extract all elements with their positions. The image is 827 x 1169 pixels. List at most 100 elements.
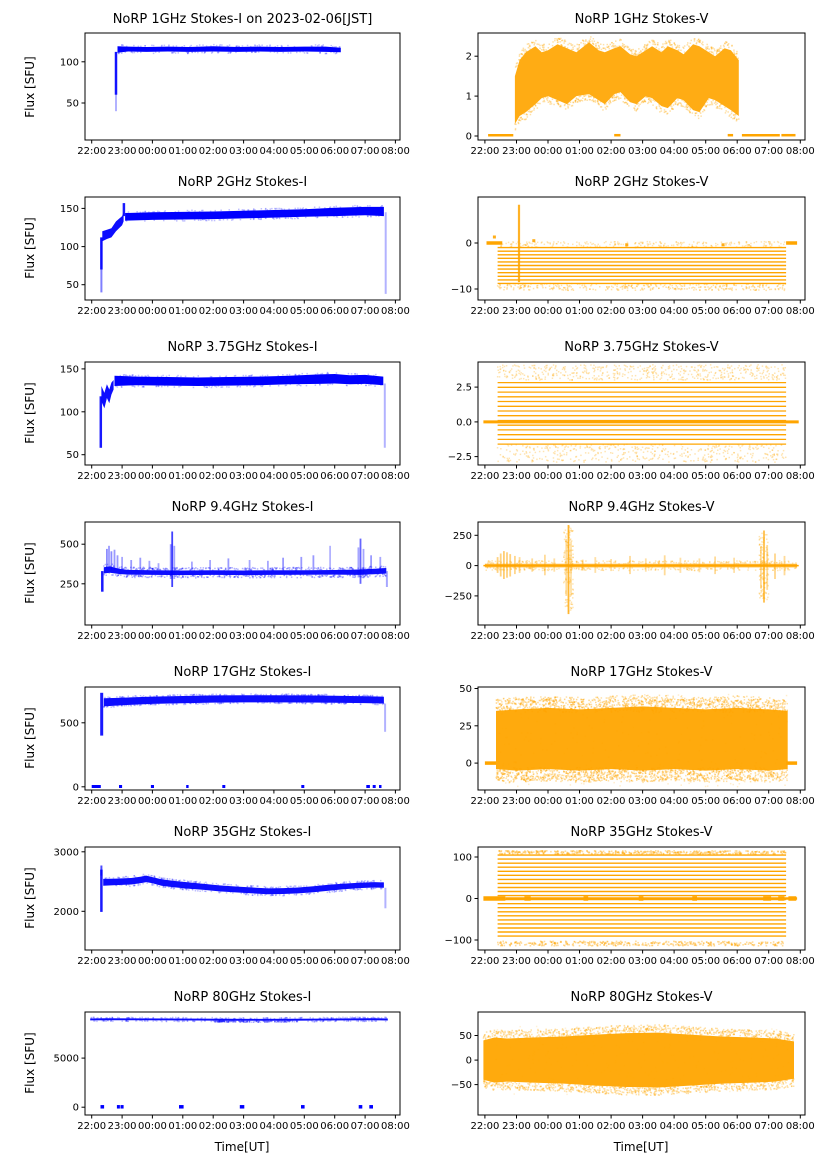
svg-text:07:00: 07:00	[351, 306, 380, 317]
subplot-35ghz-stokes-i: 22:00 23:00 00:00 01:00 02:00 03:00 04:00 05:00…	[0, 820, 413, 985]
svg-text:01:00: 01:00	[168, 471, 197, 482]
subplot-3.75ghz-stokes-v: 22:00 23:00 00:00 01:00 02:00 03:00 04:00 05:00…	[414, 335, 827, 495]
svg-text:07:00: 07:00	[351, 471, 380, 482]
subplot-80ghz-stokes-i: 22:00 23:00 00:00 01:00 02:00 03:00 04:00 05:00…	[0, 985, 413, 1169]
subplot-17ghz-stokes-i: 22:00 23:00 00:00 01:00 02:00 03:00 04:00 05:00…	[0, 660, 413, 820]
plot-title: NoRP 17GHz Stokes-I	[173, 665, 312, 680]
svg-text:02:00: 02:00	[597, 631, 626, 642]
plot-title: NoRP 3.75GHz Stokes-I	[167, 340, 318, 355]
svg-text:03:00: 03:00	[229, 796, 258, 807]
svg-text:22:00: 22:00	[77, 796, 106, 807]
plot-title: NoRP 35GHz Stokes-V	[570, 825, 713, 840]
plot-canvas-17ghz-stokes-i: 22:00 23:00 00:00 01:00 02:00 03:00 04:00 05:00…	[60, 686, 410, 807]
y-axis-label: Flux [SFU]	[23, 217, 37, 279]
svg-text:08:00: 08:00	[381, 306, 410, 317]
svg-text:50: 50	[66, 99, 79, 110]
svg-text:−2.5: −2.5	[448, 452, 472, 463]
svg-text:100: 100	[60, 57, 79, 68]
subplot-1ghz-stokes-i: 22:00 23:00 00:00 01:00 02:00 03:00 04:00 05:00…	[0, 0, 413, 170]
svg-text:06:00: 06:00	[320, 306, 349, 317]
svg-text:01:00: 01:00	[565, 631, 594, 642]
svg-text:06:00: 06:00	[723, 146, 752, 157]
svg-text:04:00: 04:00	[259, 306, 288, 317]
svg-text:06:00: 06:00	[320, 471, 349, 482]
svg-text:500: 500	[60, 718, 79, 729]
svg-text:01:00: 01:00	[565, 146, 594, 157]
plot-canvas-1ghz-stokes-i: 22:00 23:00 00:00 01:00 02:00 03:00 04:00 05:00…	[60, 32, 410, 157]
svg-text:0: 0	[466, 132, 472, 143]
y-axis-label: Flux [SFU]	[23, 707, 37, 769]
svg-text:23:00: 23:00	[108, 146, 137, 157]
plot-canvas-2ghz-stokes-v: 22:00 23:00 00:00 01:00 02:00 03:00 04:00 05:00…	[451, 196, 815, 317]
svg-text:04:00: 04:00	[660, 146, 689, 157]
svg-text:00:00: 00:00	[534, 306, 563, 317]
y-axis-label: Flux [SFU]	[23, 382, 37, 444]
svg-text:05:00: 05:00	[691, 631, 720, 642]
svg-text:22:00: 22:00	[77, 631, 106, 642]
svg-text:03:00: 03:00	[628, 631, 657, 642]
svg-text:06:00: 06:00	[723, 471, 752, 482]
svg-text:04:00: 04:00	[660, 306, 689, 317]
svg-text:0.0: 0.0	[456, 417, 472, 428]
plot-title: NoRP 17GHz Stokes-V	[570, 665, 713, 680]
svg-text:05:00: 05:00	[290, 306, 319, 317]
plot-canvas-9.4ghz-stokes-i: 22:00 23:00 00:00 01:00 02:00 03:00 04:00 05:00…	[60, 521, 410, 642]
svg-text:08:00: 08:00	[786, 306, 815, 317]
svg-text:03:00: 03:00	[628, 471, 657, 482]
svg-text:23:00: 23:00	[502, 631, 531, 642]
svg-text:23:00: 23:00	[108, 471, 137, 482]
svg-text:00:00: 00:00	[138, 306, 167, 317]
svg-text:08:00: 08:00	[381, 796, 410, 807]
svg-text:04:00: 04:00	[259, 471, 288, 482]
svg-text:22:00: 22:00	[77, 306, 106, 317]
svg-text:08:00: 08:00	[381, 471, 410, 482]
svg-text:07:00: 07:00	[754, 146, 783, 157]
svg-text:01:00: 01:00	[168, 306, 197, 317]
svg-text:23:00: 23:00	[502, 146, 531, 157]
plot-title: NoRP 2GHz Stokes-I	[177, 175, 308, 190]
svg-text:1: 1	[466, 92, 472, 103]
svg-text:06:00: 06:00	[723, 631, 752, 642]
svg-text:0: 0	[466, 561, 472, 572]
svg-text:0: 0	[466, 239, 472, 250]
svg-text:08:00: 08:00	[786, 471, 815, 482]
svg-text:07:00: 07:00	[351, 146, 380, 157]
svg-text:07:00: 07:00	[754, 631, 783, 642]
svg-text:250: 250	[60, 579, 79, 590]
subplot-9.4ghz-stokes-v: 22:00 23:00 00:00 01:00 02:00 03:00 04:00 05:00…	[414, 495, 827, 660]
plot-title: NoRP 35GHz Stokes-I	[173, 825, 312, 840]
svg-text:2: 2	[466, 52, 472, 63]
svg-text:50: 50	[66, 280, 79, 291]
svg-text:22:00: 22:00	[470, 306, 499, 317]
subplot-2ghz-stokes-i: 22:00 23:00 00:00 01:00 02:00 03:00 04:00 05:00…	[0, 170, 413, 335]
y-axis-label: Flux [SFU]	[23, 1032, 37, 1094]
svg-text:02:00: 02:00	[199, 631, 228, 642]
svg-text:01:00: 01:00	[168, 631, 197, 642]
svg-text:02:00: 02:00	[597, 471, 626, 482]
svg-text:01:00: 01:00	[565, 306, 594, 317]
svg-text:00:00: 00:00	[138, 796, 167, 807]
plot-canvas-80ghz-stokes-i: 22:00 23:00 00:00 01:00 02:00 03:00 04:00 05:00…	[54, 1011, 410, 1132]
svg-text:23:00: 23:00	[108, 631, 137, 642]
svg-text:22:00: 22:00	[77, 471, 106, 482]
y-axis-label: Flux [SFU]	[23, 867, 37, 929]
svg-text:08:00: 08:00	[786, 146, 815, 157]
svg-text:22:00: 22:00	[470, 471, 499, 482]
subplot-1ghz-stokes-v: 22:00 23:00 00:00 01:00 02:00 03:00 04:00 05:00…	[414, 0, 827, 170]
subplot-17ghz-stokes-v: 22:00 23:00 00:00 01:00 02:00 03:00 04:00 05:00…	[414, 660, 827, 820]
plot-canvas-35ghz-stokes-i: 22:00 23:00 00:00 01:00 02:00 03:00 04:00 05:00…	[54, 846, 410, 967]
svg-text:00:00: 00:00	[534, 471, 563, 482]
svg-text:150: 150	[60, 364, 79, 375]
svg-text:0: 0	[73, 782, 79, 793]
svg-text:06:00: 06:00	[723, 306, 752, 317]
plot-title: NoRP 2GHz Stokes-V	[574, 175, 709, 190]
svg-text:01:00: 01:00	[565, 471, 594, 482]
svg-text:100: 100	[60, 242, 79, 253]
plot-canvas-1ghz-stokes-v: 22:00 23:00 00:00 01:00 02:00 03:00 04:00 05:00…	[466, 32, 815, 157]
svg-text:22:00: 22:00	[470, 146, 499, 157]
svg-text:01:00: 01:00	[168, 796, 197, 807]
svg-text:03:00: 03:00	[229, 471, 258, 482]
svg-text:07:00: 07:00	[754, 471, 783, 482]
plot-canvas-17ghz-stokes-v: 22:00 23:00 00:00 01:00 02:00 03:00 04:00 05:00…	[459, 684, 814, 807]
svg-text:00:00: 00:00	[138, 631, 167, 642]
